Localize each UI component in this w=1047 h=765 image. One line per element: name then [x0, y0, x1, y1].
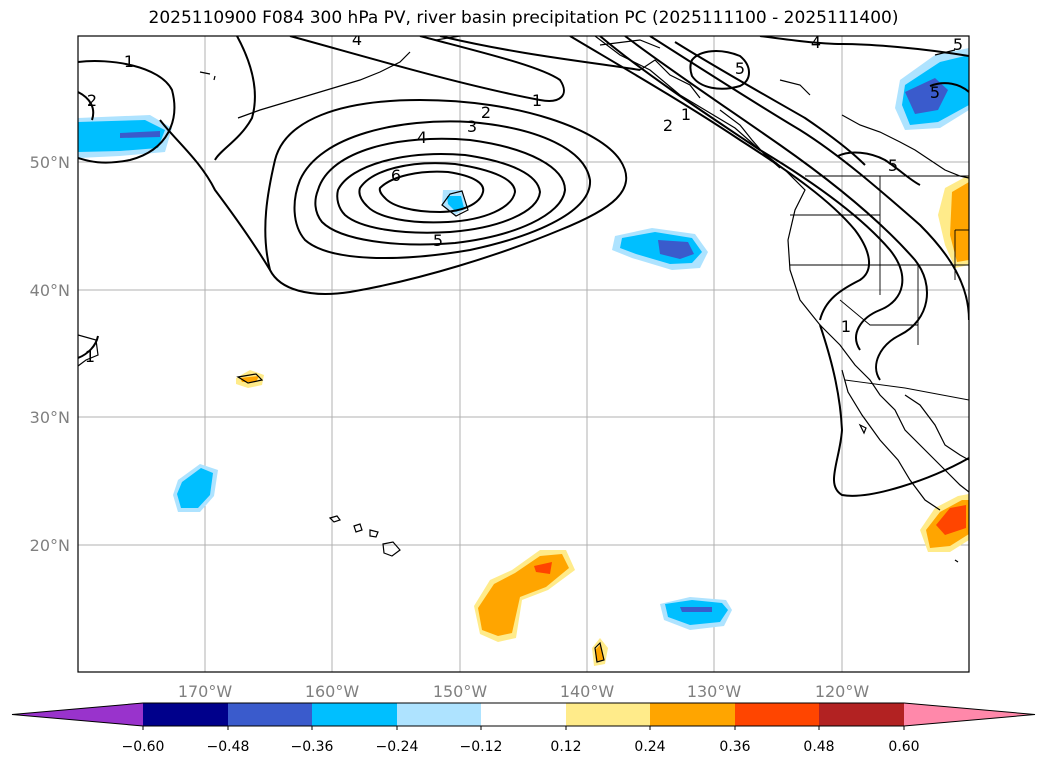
colorbar-tick-label: 0.60	[888, 739, 919, 755]
colorbar: −0.60 −0.48 −0.36 −0.24 −0.12 0.12 0.24 0.36 0.4…	[11, 702, 1036, 755]
contour-label: 5	[888, 156, 898, 175]
colorbar-segment	[143, 703, 228, 726]
map-area: 1 2 3 4 5 6 1 2 4 5 1 5 4 5 2 1 1 5	[78, 30, 969, 672]
contour-label: 2	[481, 103, 491, 122]
longitude-labels: 170°W 160°W 150°W 140°W 130°W 120°W	[178, 682, 870, 701]
colorbar-segment	[312, 703, 397, 726]
contour-label: 5	[930, 83, 940, 102]
contour-label: 5	[735, 59, 745, 78]
lat-label: 40°N	[30, 281, 70, 300]
colorbar-tick-label: 0.48	[803, 739, 834, 755]
contour-labels: 1 2 3 4 5 6 1 2 4 5 1 5 4 5 2 1 1 5	[85, 30, 963, 366]
contour-label: 5	[953, 35, 963, 54]
contour-label: 4	[417, 128, 427, 147]
colorbar-tick-label: 0.12	[550, 739, 581, 755]
contour-label: 3	[467, 117, 477, 136]
lon-label: 130°W	[687, 682, 742, 701]
colorbar-segment	[481, 703, 566, 726]
latitude-labels: 50°N 40°N 30°N 20°N	[30, 153, 70, 555]
contour-label: 2	[87, 91, 97, 110]
lon-label: 160°W	[305, 682, 360, 701]
contour-label: 1	[841, 317, 851, 336]
colorbar-tick-label: −0.24	[376, 739, 419, 755]
contour-label: 5	[433, 231, 443, 250]
colorbar-extend-high	[904, 703, 1035, 726]
contour-label: 1	[532, 91, 542, 110]
contour-label: 4	[811, 33, 821, 52]
colorbar-tick-label: 0.24	[634, 739, 665, 755]
contour-label: 1	[85, 347, 95, 366]
positive-precip-areas	[236, 175, 969, 666]
colorbar-segment	[650, 703, 735, 726]
colorbar-segment	[566, 703, 650, 726]
colorbar-segment	[819, 703, 904, 726]
colorbar-tick-label: 0.36	[719, 739, 750, 755]
lon-label: 120°W	[815, 682, 870, 701]
contour-label: 1	[681, 105, 691, 124]
negative-precip-areas	[78, 48, 969, 630]
contour-label: 1	[124, 52, 134, 71]
lat-label: 20°N	[30, 536, 70, 555]
pv-contours	[78, 36, 969, 497]
colorbar-segment	[735, 703, 819, 726]
contour-label: 6	[391, 166, 401, 185]
contour-label: 2	[663, 116, 673, 135]
colorbar-segment	[228, 703, 312, 726]
lon-label: 170°W	[178, 682, 233, 701]
lat-label: 30°N	[30, 408, 70, 427]
colorbar-tick-label: −0.48	[207, 739, 250, 755]
colorbar-extend-low	[12, 703, 143, 726]
colorbar-segment	[397, 703, 481, 726]
lon-label: 150°W	[433, 682, 488, 701]
lat-label: 50°N	[30, 153, 70, 172]
colorbar-tick-label: −0.36	[291, 739, 334, 755]
lon-label: 140°W	[560, 682, 615, 701]
contour-label: 4	[352, 30, 362, 49]
state-borders	[790, 175, 969, 401]
colorbar-tick-label: −0.12	[460, 739, 503, 755]
gridlines	[78, 36, 969, 672]
colorbar-tick-label: −0.60	[122, 739, 165, 755]
map-title: 2025110900 F084 300 hPa PV, river basin …	[148, 8, 899, 28]
map-frame	[77, 35, 970, 673]
